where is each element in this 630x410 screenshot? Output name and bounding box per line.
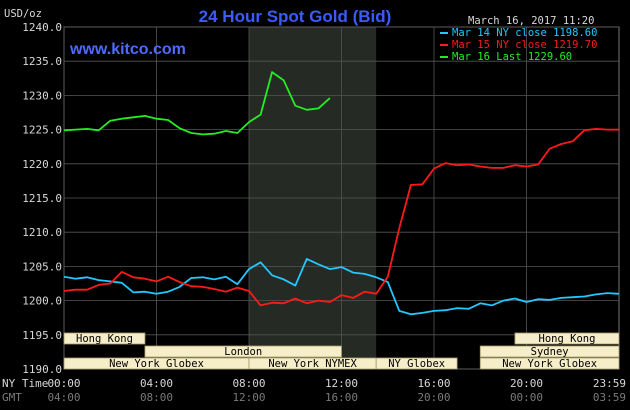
y-tick-label: 1205.0 xyxy=(22,260,62,273)
y-tick-label: 1210.0 xyxy=(22,226,62,239)
legend-entry: Mar 15 NY close 1219.70 xyxy=(452,39,597,51)
session-label: New York NYMEX xyxy=(268,358,357,370)
legend-entry: Mar 16 Last 1229.60 xyxy=(452,51,572,63)
site-watermark: www.kitco.com xyxy=(69,41,186,58)
x-tick-gmt: 16:00 xyxy=(325,391,358,404)
session-band xyxy=(479,345,620,358)
series-line-2 xyxy=(63,127,619,307)
unit-label: USD/oz xyxy=(4,8,42,20)
y-axis: 1240.0 1235.0 1230.0 1225.0 1220.0 1215.0 1210… xyxy=(22,21,62,376)
x-tick-gmt: 00:00 xyxy=(510,391,543,404)
y-tick-label: 1195.0 xyxy=(22,329,62,342)
series-line-1 xyxy=(63,257,620,316)
x-tick-gmt: 20:00 xyxy=(417,391,450,404)
session-band xyxy=(479,357,620,370)
y-tick-label: 1225.0 xyxy=(22,124,62,137)
x-tick-gmt: 04:00 xyxy=(47,391,80,404)
y-tick-label: 1230.0 xyxy=(22,89,62,102)
session-label: London xyxy=(224,346,262,358)
session-band xyxy=(514,332,620,345)
session-band xyxy=(375,357,458,370)
plot-area xyxy=(63,26,620,370)
y-tick-label: 1235.0 xyxy=(22,55,62,68)
x-tick-ny: 20:00 xyxy=(510,377,543,390)
x-tick-ny: 16:00 xyxy=(417,377,450,390)
y-tick-label: 1220.0 xyxy=(22,158,62,171)
session-band xyxy=(63,332,146,345)
session-label: Hong Kong xyxy=(539,333,596,345)
x-tick-ny: 08:00 xyxy=(232,377,265,390)
x-row2-label: GMT xyxy=(2,391,22,404)
session-label: New York Globex xyxy=(502,358,597,370)
series-layer xyxy=(63,71,620,316)
x-tick-ny: 00:00 xyxy=(47,377,80,390)
x-tick-ny: 12:00 xyxy=(325,377,358,390)
y-tick-label: 1200.0 xyxy=(22,295,62,308)
x-row1-label: NY Time xyxy=(2,377,48,390)
session-label: NY Globex xyxy=(388,358,445,370)
y-tick-label: 1215.0 xyxy=(22,192,62,205)
chart-title: 24 Hour Spot Gold (Bid) xyxy=(199,7,392,26)
series-line-3 xyxy=(63,71,331,136)
timestamp: March 16, 2017 11:20 xyxy=(468,15,594,27)
session-label: New York Globex xyxy=(109,358,204,370)
session-band xyxy=(144,345,342,358)
session-label: Hong Kong xyxy=(76,333,133,345)
x-tick-gmt: 12:00 xyxy=(232,391,265,404)
x-tick-gmt: 03:59 xyxy=(593,391,626,404)
x-tick-ny: 23:59 xyxy=(593,377,626,390)
x-tick-ny: 04:00 xyxy=(140,377,173,390)
session-label: Sydney xyxy=(531,346,569,358)
y-tick-label: 1240.0 xyxy=(22,21,62,34)
y-tick-label: 1190.0 xyxy=(22,363,62,376)
x-tick-gmt: 08:00 xyxy=(140,391,173,404)
legend-entry: Mar 14 NY close 1198.60 xyxy=(452,27,597,39)
